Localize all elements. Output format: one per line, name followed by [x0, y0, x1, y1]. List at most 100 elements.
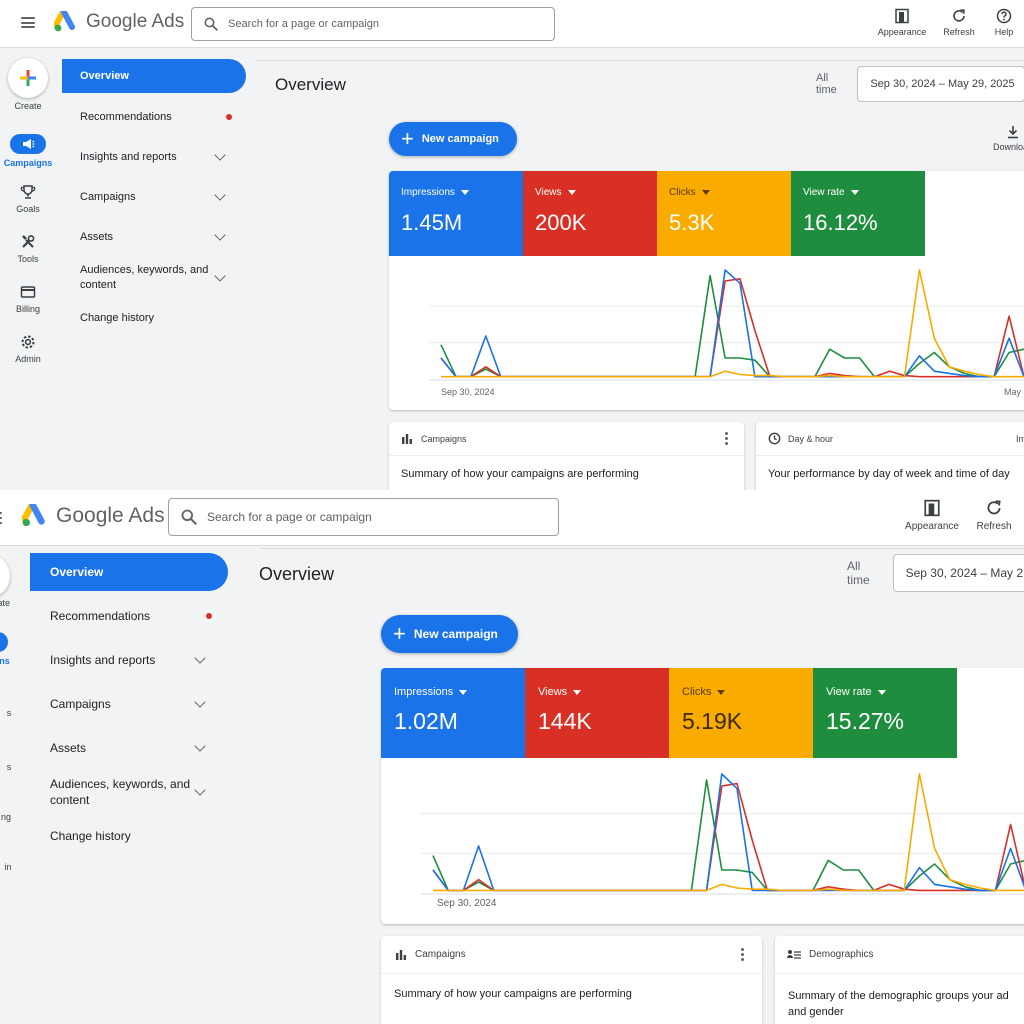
content-divider [255, 60, 1024, 61]
rail-goals-label: Goals [16, 204, 40, 214]
x-axis-start-label: Sep 30, 2024 [437, 898, 497, 909]
metric-impressions[interactable]: Impressions 1.02M [381, 668, 525, 758]
metric-label: Clicks [682, 686, 800, 698]
series-line-blue [432, 773, 1024, 892]
rail-create-label: Create [14, 101, 42, 111]
rail-campaigns[interactable]: Campaigns [4, 134, 52, 184]
caret-down-icon [850, 190, 859, 195]
search-icon [204, 17, 218, 31]
chevron-down-icon [214, 270, 226, 282]
appearance-button[interactable]: Appearance [900, 490, 964, 540]
more-options-icon[interactable] [741, 948, 744, 961]
create-button[interactable] [8, 58, 48, 98]
rail-tools[interactable]: Tools [17, 234, 39, 284]
create-button[interactable] [0, 554, 10, 598]
rail-admin[interactable]: Admin [15, 334, 41, 384]
bar-chart-icon [396, 949, 406, 960]
date-range-picker[interactable]: Sep 30, 2024 – May 29, 2025 [857, 66, 1024, 102]
nav-audiences[interactable]: Audiences, keywords, and content [30, 770, 228, 814]
card-extra: Impr [1016, 433, 1024, 444]
metric-view-rate[interactable]: View rate 15.27% [813, 668, 957, 758]
series-line-yellow [433, 773, 1024, 892]
date-range-picker[interactable]: Sep 30, 2024 – May 2, 2 [892, 554, 1024, 592]
rail-tools[interactable]: s [0, 736, 12, 788]
nav-insights[interactable]: Insights and reports [62, 137, 246, 177]
metric-clicks[interactable]: Clicks 5.19K [669, 668, 813, 758]
rail-create[interactable]: ate [0, 554, 10, 612]
appearance-button[interactable]: Appearance [872, 0, 932, 44]
new-campaign-button[interactable]: + New campaign [389, 122, 517, 156]
rail-goals[interactable]: Goals [16, 184, 40, 234]
chevron-down-icon [214, 229, 226, 241]
metric-label: Views [538, 686, 656, 698]
metric-views[interactable]: Views 200K [523, 171, 657, 256]
metric-clicks[interactable]: Clicks 5.3K [657, 171, 791, 256]
refresh-button[interactable]: Refresh [964, 490, 1024, 540]
date-prefix: All time [816, 72, 837, 96]
campaigns-pill[interactable] [9, 134, 46, 154]
day-hour-card[interactable]: Day & hour Impr Your performance by day … [756, 422, 1024, 490]
page-title: Overview [275, 75, 346, 94]
nav-recommendations[interactable]: Recommendations [62, 97, 246, 137]
campaigns-summary-card[interactable]: Campaigns Summary of how your campaigns … [389, 422, 744, 490]
metric-tiles: Impressions 1.45M Views 200K Clicks 5.3K… [389, 171, 1024, 256]
rail-billing[interactable]: ng [0, 788, 11, 840]
rail-goals[interactable]: s [0, 684, 12, 736]
nav-audiences-label: Audiences, keywords, and content [80, 264, 209, 291]
bar-chart-icon [402, 433, 412, 444]
search-input[interactable] [207, 510, 467, 524]
nav-change-history-label: Change history [50, 829, 131, 843]
main-menu-icon[interactable] [21, 17, 35, 28]
search-box[interactable] [191, 7, 555, 41]
search-box[interactable] [168, 498, 559, 536]
card-description: Your performance by day of week and time… [768, 468, 1010, 480]
refresh-button[interactable]: Refresh [932, 0, 986, 44]
nav-assets[interactable]: Assets [30, 726, 228, 770]
nav-campaigns[interactable]: Campaigns [62, 177, 246, 217]
performance-card: Impressions 1.45M Views 200K Clicks 5.3K… [389, 171, 1024, 410]
rail-admin[interactable]: in [0, 840, 11, 892]
download-button[interactable]: Download [993, 125, 1024, 152]
nav-change-history[interactable]: Change history [62, 299, 246, 337]
series-line-red [432, 782, 1024, 892]
help-button[interactable]: Help [986, 0, 1022, 44]
nav-audiences[interactable]: Audiences, keywords, and content [62, 257, 246, 299]
rail-billing[interactable]: Billing [16, 284, 40, 334]
notification-dot [206, 613, 212, 619]
metric-value: 15.27% [826, 708, 905, 734]
card-description-line2: and gender [788, 1006, 844, 1018]
search-input[interactable] [228, 18, 488, 30]
google-ads-logo[interactable]: Google Ads [54, 11, 184, 33]
nav-insights[interactable]: Insights and reports [30, 638, 228, 682]
metric-label-text: Clicks [669, 187, 696, 198]
nav-recommendations-label: Recommendations [50, 609, 151, 623]
nav-recommendations-label: Recommendations [80, 111, 172, 123]
performance-chart [421, 773, 1024, 895]
metric-label: Impressions [394, 686, 512, 698]
side-rail: Create Campaigns Goals Tools Billing Adm… [0, 58, 56, 384]
metric-view-rate[interactable]: View rate 16.12% [791, 171, 925, 256]
main-menu-icon[interactable] [0, 512, 2, 524]
page-title: Overview [259, 564, 335, 584]
more-options-icon[interactable] [725, 432, 728, 445]
card-description-line1: Summary of the demographic groups your a… [788, 990, 1009, 1002]
google-ads-logo[interactable]: Google Ads [22, 504, 165, 528]
metric-impressions[interactable]: Impressions 1.45M [389, 171, 523, 256]
download-icon [1008, 126, 1019, 139]
nav-overview[interactable]: Overview [62, 59, 246, 93]
logo-text: Google Ads [86, 11, 185, 32]
nav-change-history[interactable]: Change history [30, 814, 228, 858]
campaigns-pill[interactable] [0, 632, 8, 652]
campaigns-summary-card[interactable]: Campaigns Summary of how your campaigns … [381, 936, 762, 1024]
metric-views[interactable]: Views 144K [525, 668, 669, 758]
demographics-card[interactable]: Demographics Summary of the demographic … [775, 936, 1024, 1024]
chevron-down-icon [194, 652, 206, 664]
rail-create[interactable]: Create [8, 58, 48, 114]
rail-campaigns[interactable]: aigns [0, 632, 10, 684]
rail-tools-label: s [6, 762, 12, 772]
nav-assets[interactable]: Assets [62, 217, 246, 257]
nav-campaigns[interactable]: Campaigns [30, 682, 228, 726]
nav-recommendations[interactable]: Recommendations [30, 594, 228, 638]
new-campaign-button[interactable]: + New campaign [381, 615, 518, 653]
nav-overview[interactable]: Overview [30, 553, 228, 591]
